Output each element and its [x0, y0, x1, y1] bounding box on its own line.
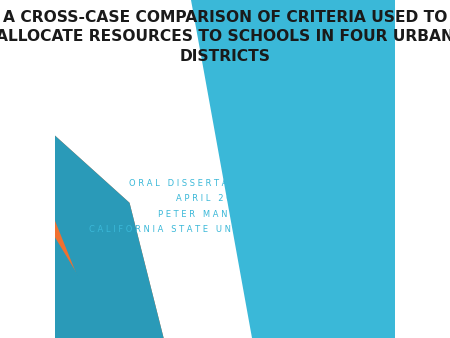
Polygon shape: [54, 237, 116, 338]
Polygon shape: [191, 0, 396, 338]
Text: O R A L   D I S S E R T A T I O N   D E F E N S E
A P R I L   2 6 ,   2 0 1 1
P : O R A L D I S S E R T A T I O N D E F E …: [89, 179, 361, 234]
Polygon shape: [54, 135, 164, 338]
Polygon shape: [54, 135, 164, 338]
Text: A CROSS-CASE COMPARISON OF CRITERIA USED TO
ALLOCATE RESOURCES TO SCHOOLS IN FOU: A CROSS-CASE COMPARISON OF CRITERIA USED…: [0, 10, 450, 64]
